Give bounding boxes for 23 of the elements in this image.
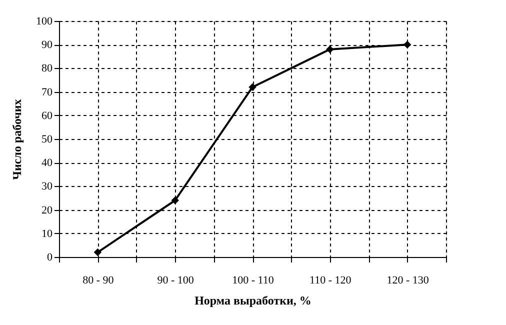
x-tick-label: 110 - 120 — [310, 274, 352, 286]
point — [326, 45, 334, 54]
x-tick-label: 90 - 100 — [157, 274, 194, 286]
point — [403, 40, 412, 48]
y-tick-label: 10 — [42, 228, 53, 240]
y-tick-label: 100 — [36, 16, 53, 28]
x-tick-label: 100 - 110 — [232, 274, 274, 286]
y-tick-label: 40 — [42, 157, 53, 170]
y-tick-label: 80 — [42, 62, 53, 75]
y-axis-title: Число рабочих — [10, 99, 24, 180]
y-tick-label: 30 — [42, 180, 53, 193]
y-tick-label: 50 — [42, 134, 53, 146]
y-tick-label: 60 — [42, 110, 53, 122]
y-tick-label: 90 — [42, 39, 53, 52]
x-tick-label: 80 - 90 — [82, 274, 114, 286]
x-tick-label: 120 - 130 — [386, 274, 430, 286]
y-tick-label: 0 — [47, 252, 53, 264]
point — [94, 248, 102, 256]
point — [248, 83, 256, 91]
y-tick-label: 70 — [42, 86, 53, 98]
x-axis-title: Норма выработки, % — [194, 294, 312, 308]
point — [171, 196, 179, 204]
y-tick-label: 20 — [42, 204, 53, 216]
